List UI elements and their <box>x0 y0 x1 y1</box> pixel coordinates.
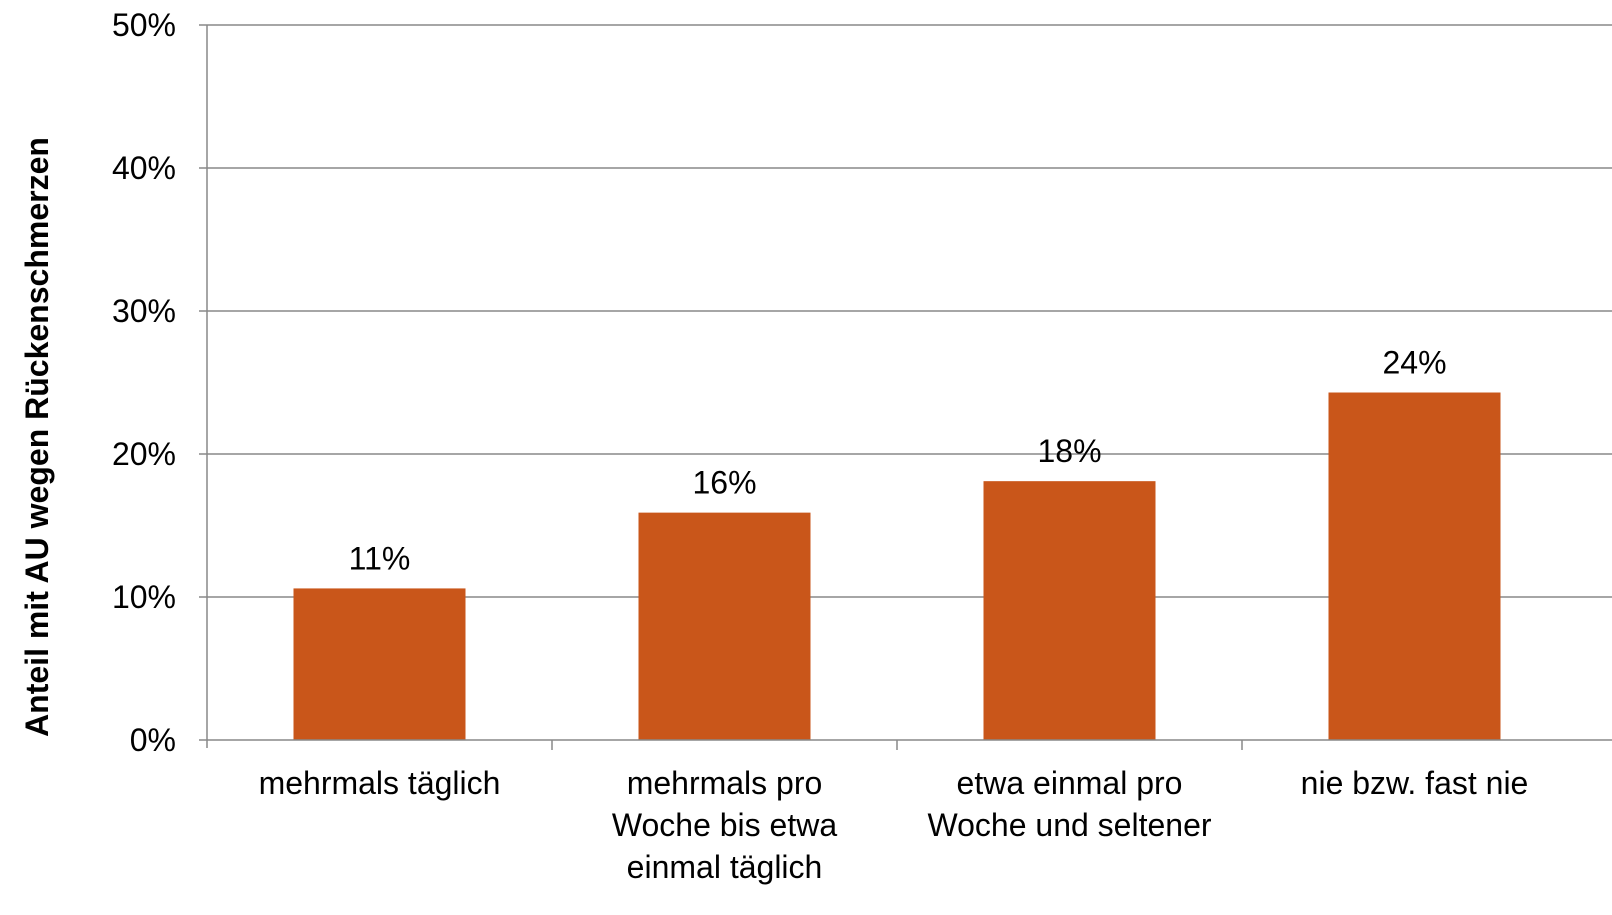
x-category-label-line: Woche und seltener <box>927 807 1211 843</box>
data-label: 16% <box>692 465 756 501</box>
y-tick-label: 40% <box>112 150 176 186</box>
axes <box>199 24 1612 750</box>
x-category-label: mehrmals täglich <box>259 765 501 801</box>
x-category-label: etwa einmal pro Woche und seltener <box>927 765 1211 843</box>
bar <box>638 512 811 740</box>
bar <box>293 588 466 740</box>
data-label: 24% <box>1382 345 1446 381</box>
y-tick-label: 0% <box>130 722 176 758</box>
x-category-label-line: einmal täglich <box>627 849 823 885</box>
x-category-label-line: Woche bis etwa <box>612 807 838 843</box>
x-category-label-line: mehrmals täglich <box>259 765 501 801</box>
labels: 0% 10% 20% 30% 40% 50% 11% mehrmals täglich 16% m… <box>112 7 1528 885</box>
bar <box>983 481 1156 740</box>
data-label: 11% <box>349 540 411 576</box>
x-category-label: nie bzw. fast nie <box>1301 765 1529 801</box>
y-axis-title: Anteil mit AU wegen Rückenschmerzen <box>19 137 55 737</box>
bars <box>293 392 1501 740</box>
x-category-label-line: mehrmals pro <box>627 765 823 801</box>
y-tick-label: 50% <box>112 7 176 43</box>
x-category-label: mehrmals pro Woche bis etwa einmal täglich <box>612 765 838 885</box>
x-category-label-line: etwa einmal pro <box>957 765 1183 801</box>
x-category-label-line: nie bzw. fast nie <box>1301 765 1529 801</box>
y-tick-label: 20% <box>112 436 176 472</box>
y-tick-label: 10% <box>112 579 176 615</box>
y-tick-label: 30% <box>112 293 176 329</box>
data-label: 18% <box>1037 433 1101 469</box>
bar <box>1328 392 1501 740</box>
